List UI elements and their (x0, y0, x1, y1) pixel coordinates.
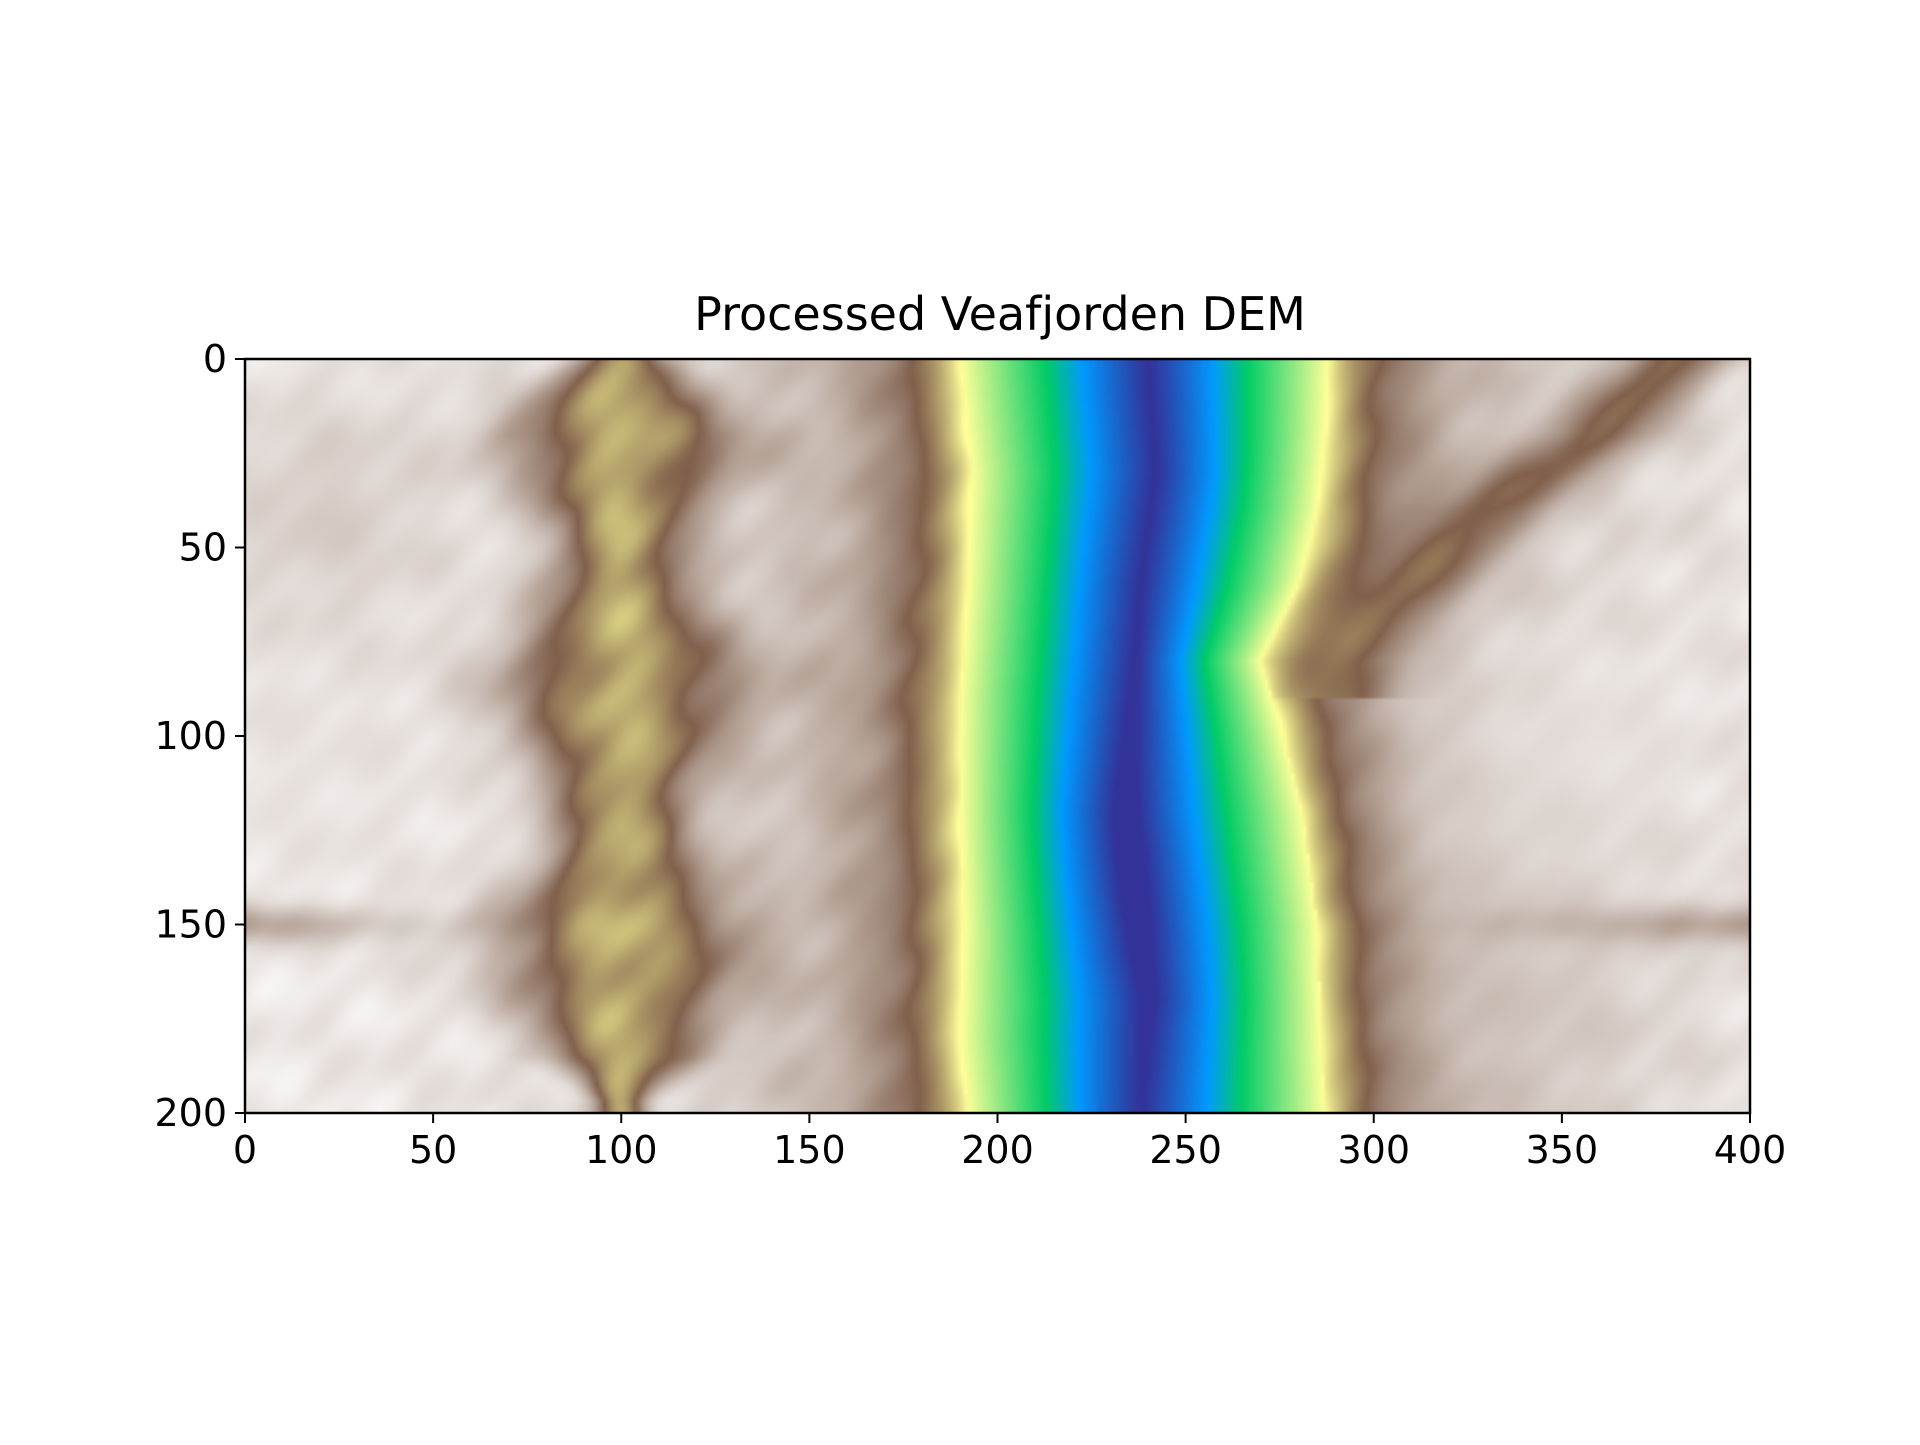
x-tick-label: 350 (1526, 1128, 1599, 1172)
y-tick-label: 0 (203, 337, 227, 381)
heatmap-image (245, 359, 1750, 1113)
y-axis: 0 50 100 150 200 (154, 337, 245, 1135)
x-tick-label: 300 (1337, 1128, 1410, 1172)
x-axis: 0 50 100 150 200 250 300 350 400 (233, 1113, 1786, 1172)
x-tick-label: 150 (773, 1128, 846, 1172)
x-tick-label: 200 (961, 1128, 1034, 1172)
x-tick-label: 400 (1714, 1128, 1787, 1172)
y-tick-label: 150 (154, 903, 227, 947)
chart-title: Processed Veafjorden DEM (694, 287, 1306, 341)
dem-raster (245, 359, 1750, 1113)
x-tick-label: 0 (233, 1128, 257, 1172)
y-tick-label: 100 (154, 714, 227, 758)
x-tick-label: 100 (585, 1128, 658, 1172)
y-tick-label: 200 (154, 1091, 227, 1135)
y-tick-label: 50 (179, 526, 227, 570)
x-tick-label: 250 (1149, 1128, 1222, 1172)
x-tick-label: 50 (409, 1128, 457, 1172)
